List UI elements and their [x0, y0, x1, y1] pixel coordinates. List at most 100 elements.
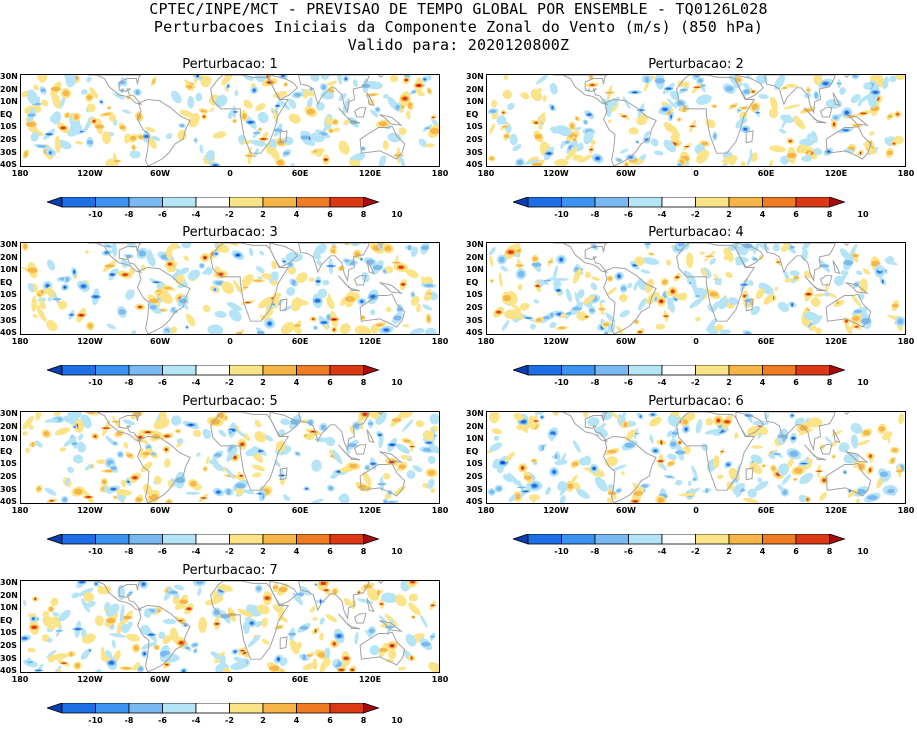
lon-tick-label: 60E [291, 337, 309, 346]
colorbar-segment [762, 534, 797, 545]
colorbar-tick-label: 2 [260, 210, 266, 219]
colorbar-tick-label: -4 [191, 210, 201, 219]
map-frame [20, 242, 440, 335]
lon-tick-label: 0 [227, 675, 233, 684]
lon-tick-label: 120E [824, 337, 848, 346]
colorbar-segment [162, 197, 197, 208]
colorbar-tick-label: 4 [293, 210, 300, 219]
lat-tick-label: 40S [0, 497, 17, 507]
colorbar-tick-label: -8 [124, 210, 134, 219]
lat-tick-label: 20N [0, 252, 18, 262]
perturbation-field [488, 243, 905, 334]
colorbar-segment [329, 534, 364, 545]
lat-tick-label: 20N [466, 421, 484, 431]
colorbar: -10 -8 -6 -4 -2 2 4 6 8 10 [513, 365, 883, 389]
colorbar-tick-label: -2 [691, 210, 700, 219]
colorbar: -10 -8 -6 -4 -2 2 4 6 8 10 [47, 534, 417, 558]
continent-outlines [87, 581, 406, 672]
title-line-3: Valido para: 2020120800Z [347, 36, 570, 54]
colorbar-segment [329, 197, 364, 208]
colorbar-tick-label: -10 [554, 210, 569, 219]
colorbar-segment [795, 534, 830, 545]
lat-tick-label: 10S [466, 290, 483, 300]
colorbar-tick-label: -10 [88, 378, 103, 387]
lat-tick-label: 20S [466, 303, 483, 312]
colorbar-segment [795, 197, 830, 208]
colorbar-segment [195, 534, 230, 545]
colorbar-segment [128, 534, 163, 545]
lat-tick-label: 20S [0, 641, 17, 650]
lon-tick-label: 60E [291, 506, 309, 515]
colorbar-tick-label: 6 [327, 547, 333, 556]
colorbar-tick-label: 8 [826, 378, 833, 387]
colorbar-graphic [513, 197, 846, 208]
lat-tick-label: 10N [0, 603, 18, 613]
colorbar-extend-high [363, 703, 380, 714]
colorbar-segment [128, 197, 163, 208]
colorbar-tick-label: 6 [327, 378, 333, 387]
colorbar-tick-label: -6 [624, 210, 633, 219]
lon-tick-label: 120E [358, 675, 382, 684]
lat-tick-label: 20N [466, 252, 484, 262]
lon-tick-label: 120W [543, 506, 569, 515]
colorbar-graphic [47, 703, 380, 714]
colorbar-segment [229, 197, 264, 208]
colorbar-tick-label: -8 [124, 547, 134, 556]
colorbar-tick-label: 4 [293, 547, 300, 556]
colorbar-tick-label: 8 [826, 547, 833, 556]
colorbar-tick-label: 10 [391, 378, 403, 387]
perturbation-field [487, 75, 905, 166]
colorbar-tick-label: -2 [691, 547, 700, 556]
lat-tick-label: 40S [466, 497, 483, 507]
lon-tick-label: 0 [227, 337, 233, 346]
lon-tick-label: 120W [77, 337, 103, 346]
colorbar-tick-label: -8 [590, 378, 600, 387]
map-panel-7: Perturbacao: 7 30N 20N 10N EQ 10S 20S 30S 40S 180… [0, 564, 448, 729]
colorbar-tick-label: -10 [88, 716, 103, 725]
lat-tick-label: EQ [466, 277, 479, 287]
colorbar-segment [661, 197, 696, 208]
lat-tick-label: 10S [466, 122, 483, 132]
lat-tick-label: 40S [0, 160, 17, 170]
colorbar-tick-label: 6 [793, 378, 799, 387]
lat-tick-label: 10N [0, 434, 18, 444]
colorbar-tick-label: 10 [391, 547, 403, 556]
lon-tick-label: 60W [616, 506, 636, 515]
colorbar-segment [262, 703, 297, 714]
colorbar-tick-label: -2 [225, 378, 234, 387]
lat-tick-label: 20S [466, 135, 483, 144]
title-line-2: Perturbacoes Iniciais da Componente Zona… [153, 18, 764, 36]
colorbar-tick-label: -8 [124, 716, 134, 725]
colorbar-tick-label: -4 [657, 378, 667, 387]
colorbar-extend-low [47, 703, 63, 714]
lat-tick-label: 20S [0, 472, 17, 481]
lon-tick-label: 180 [431, 169, 449, 178]
lon-tick-label: 120E [358, 337, 382, 346]
colorbar-tick-label: 6 [327, 716, 333, 725]
lat-tick-label: 30S [0, 484, 17, 494]
colorbar-segment [561, 197, 596, 208]
colorbar-segment [162, 703, 197, 714]
lon-tick-label: 180 [11, 675, 29, 684]
colorbar-segment [61, 534, 96, 545]
colorbar-segment [728, 197, 763, 208]
lon-tick-label: 0 [693, 506, 699, 515]
lon-tick-label: 120E [824, 169, 848, 178]
perturbation-field [22, 412, 439, 503]
lon-tick-label: 180 [897, 337, 915, 346]
colorbar-tick-label: 8 [360, 378, 367, 387]
colorbar: -10 -8 -6 -4 -2 2 4 6 8 10 [47, 365, 417, 389]
map-panel-5: Perturbacao: 5 30N 20N 10N EQ 10S 20S 30S 40S 180… [0, 395, 448, 560]
lon-tick-label: 60W [150, 675, 170, 684]
colorbar-segment [296, 534, 331, 545]
colorbar-tick-label: -10 [554, 547, 569, 556]
colorbar-extend-low [47, 197, 63, 208]
colorbar-tick-label: 2 [726, 547, 732, 556]
lat-tick-label: 20S [0, 303, 17, 312]
colorbar-tick-label: 6 [793, 547, 799, 556]
colorbar-tick-label: -10 [88, 547, 103, 556]
colorbar-segment [61, 703, 96, 714]
lon-tick-label: 120W [543, 169, 569, 178]
panel-title: Perturbacao: 4 [648, 225, 744, 240]
colorbar: -10 -8 -6 -4 -2 2 4 6 8 10 [47, 197, 417, 221]
